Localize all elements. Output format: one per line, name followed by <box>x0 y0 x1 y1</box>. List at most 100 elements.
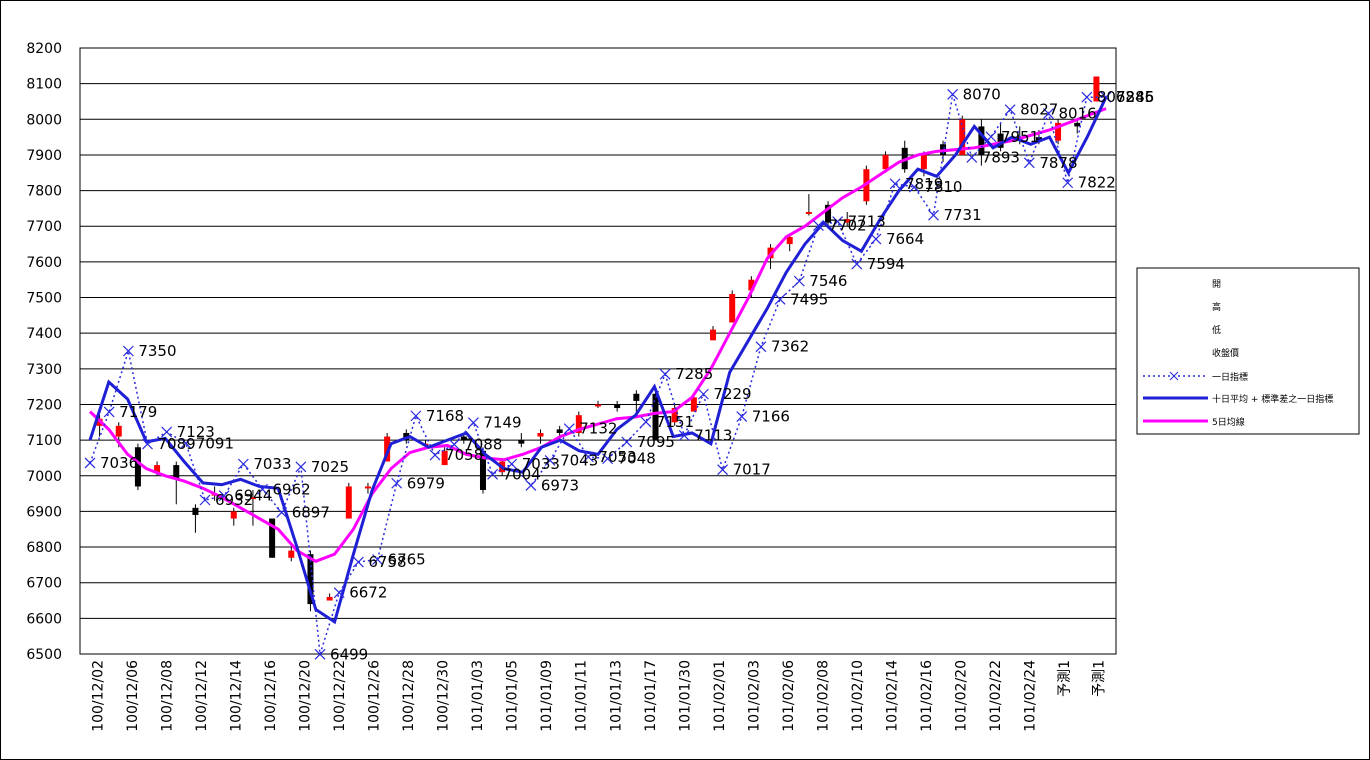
y-tick-label: 7900 <box>26 148 62 164</box>
x-tick-label: 100/12/08 <box>159 660 175 732</box>
candle-up <box>441 450 448 466</box>
daily-marker <box>1062 177 1074 189</box>
daily-marker <box>1023 157 1035 169</box>
data-label: 7819 <box>905 175 943 193</box>
daily-marker <box>717 464 729 476</box>
data-label: 7166 <box>752 408 790 426</box>
data-label: 6979 <box>407 474 445 492</box>
daily-marker <box>429 449 441 461</box>
candle-up <box>230 511 237 519</box>
x-tick-label: 100/12/06 <box>125 660 141 732</box>
data-label: 7149 <box>483 414 521 432</box>
data-label: 7822 <box>1078 174 1116 192</box>
legend-label: 開 <box>1212 279 1221 290</box>
y-tick-label: 7100 <box>26 433 62 449</box>
data-label: 7113 <box>694 426 732 444</box>
data-label: 7036 <box>100 454 138 472</box>
candle-up <box>844 219 851 223</box>
x-tick-label: 101/02/06 <box>781 660 797 732</box>
data-label: 7132 <box>579 420 617 438</box>
y-tick-label: 7300 <box>26 362 62 378</box>
candle-up <box>154 465 161 473</box>
x-tick-label: 100/12/28 <box>401 660 417 732</box>
data-label: 7546 <box>809 272 847 290</box>
candle-up <box>1055 122 1062 141</box>
data-label: 7245 <box>1116 88 1154 106</box>
candle-down <box>192 507 199 515</box>
data-label: 7043 <box>560 451 598 469</box>
candle-down <box>479 450 486 491</box>
candle-down <box>633 393 640 401</box>
candle-up <box>710 329 717 341</box>
x-tick-label: 100/12/30 <box>436 660 452 732</box>
data-label: 6672 <box>349 584 387 602</box>
data-label: 7594 <box>867 255 905 273</box>
candle-up <box>671 408 678 423</box>
candle-up <box>288 550 295 558</box>
series-daily-line <box>89 94 1106 655</box>
candle-down <box>1035 137 1042 141</box>
data-label: 7664 <box>886 230 924 248</box>
x-tick-label: 101/01/13 <box>608 660 624 732</box>
daily-marker <box>582 451 594 463</box>
data-label: 6932 <box>215 491 253 509</box>
y-tick-label: 7500 <box>26 291 62 307</box>
data-label: 7886 <box>1116 88 1154 106</box>
daily-marker <box>391 477 403 489</box>
candle-up <box>786 236 793 245</box>
daily-marker <box>467 417 479 429</box>
daily-marker <box>947 88 959 100</box>
y-tick-label: 6500 <box>26 647 62 663</box>
data-label: 7017 <box>733 461 771 479</box>
legend-label: 低 <box>1212 324 1221 336</box>
data-label: 7033 <box>522 455 560 473</box>
daily-marker <box>295 461 307 473</box>
daily-marker <box>314 648 326 660</box>
candle-up <box>537 432 544 437</box>
x-tick-label: 101/02/10 <box>850 660 866 732</box>
daily-marker <box>506 458 518 470</box>
daily-marker <box>410 410 422 422</box>
data-label: 7702 <box>828 217 866 235</box>
daily-marker <box>813 220 824 231</box>
x-tick-label: 101/01/11 <box>574 660 590 732</box>
daily-marker <box>333 587 345 599</box>
data-label: 7179 <box>119 403 157 421</box>
x-tick-label: 100/12/02 <box>90 660 106 732</box>
x-tick-label: 101/02/08 <box>815 660 831 732</box>
y-tick-label: 8100 <box>26 77 62 93</box>
legend-label: 5日均線 <box>1212 416 1245 428</box>
legend-label: 十日平均 + 標準差之一日指標 <box>1212 393 1333 405</box>
y-tick-label: 6900 <box>26 504 62 520</box>
candle-up <box>1093 76 1100 102</box>
data-label: 6973 <box>541 476 579 494</box>
daily-marker <box>985 131 997 143</box>
daily-marker <box>1100 91 1112 103</box>
x-tick-label: 101/02/22 <box>988 660 1004 732</box>
x-tick-label: 101/01/03 <box>470 660 486 732</box>
candle-up <box>384 436 391 462</box>
candle-down <box>997 133 1004 148</box>
daily-marker <box>142 438 153 450</box>
candle-down <box>614 404 621 409</box>
daily-marker <box>774 293 786 305</box>
data-label: 8016 <box>1058 105 1096 123</box>
candle-up <box>115 425 122 437</box>
data-label: 8027 <box>1020 101 1058 119</box>
data-label: 7731 <box>943 206 981 224</box>
candle-up <box>729 293 736 323</box>
daily-marker <box>889 178 901 190</box>
data-label: 7151 <box>656 413 694 431</box>
x-tick-label: 100/12/22 <box>332 660 348 732</box>
daily-marker <box>372 554 383 565</box>
data-label: 7048 <box>618 450 656 468</box>
daily-marker <box>122 345 134 357</box>
candle-up <box>748 279 755 291</box>
candle-down <box>460 436 467 441</box>
x-tick-label: 100/12/14 <box>228 660 244 732</box>
data-label: 6897 <box>292 503 330 521</box>
y-tick-label: 6800 <box>26 540 62 556</box>
legend-label: 高 <box>1212 301 1221 313</box>
y-tick-label: 7800 <box>26 184 62 200</box>
y-tick-label: 8000 <box>26 112 62 128</box>
